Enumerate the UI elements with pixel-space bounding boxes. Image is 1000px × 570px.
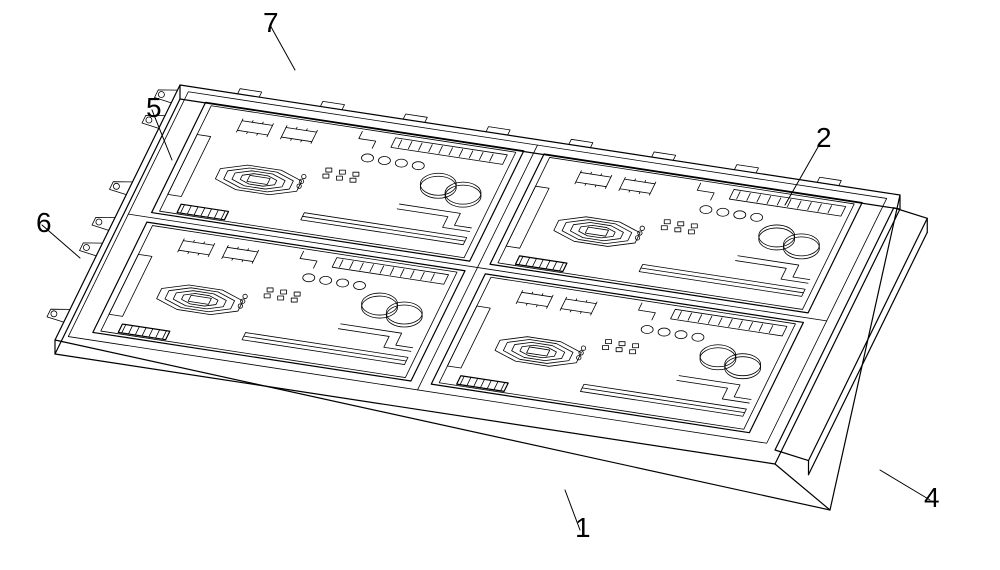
callout-1: 1	[575, 512, 591, 544]
isometric-drawing	[0, 0, 1000, 570]
callout-4: 4	[924, 482, 940, 514]
callout-5: 5	[146, 92, 162, 124]
callout-6: 6	[36, 207, 52, 239]
callout-2: 2	[816, 122, 832, 154]
callout-7: 7	[263, 7, 279, 39]
